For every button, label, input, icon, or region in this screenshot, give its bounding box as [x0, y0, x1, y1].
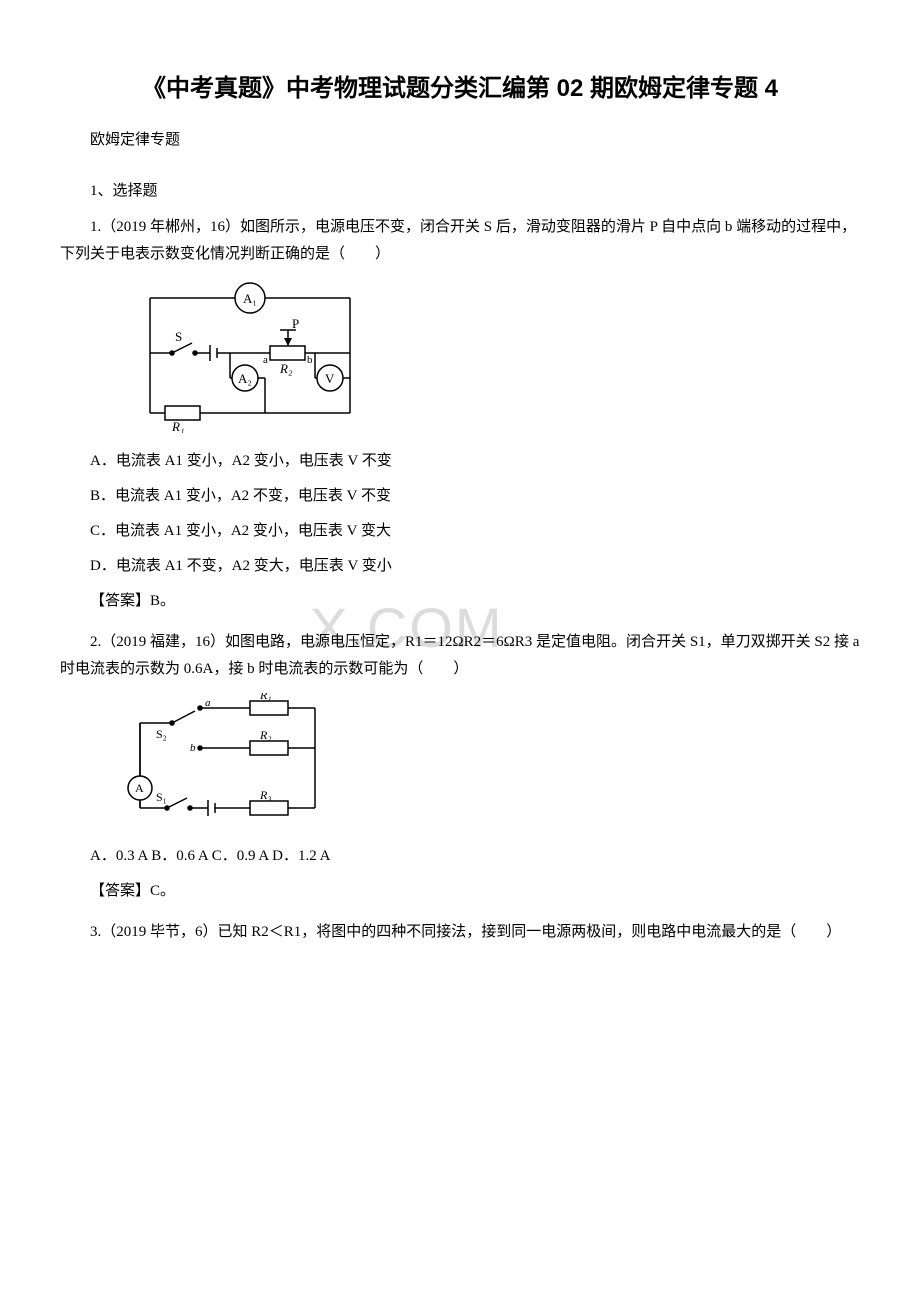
q1-option-a: A．电流表 A1 变小，A2 变小，电压表 V 不变	[60, 448, 860, 475]
q2-answer: 【答案】C。	[60, 878, 860, 905]
q1-circuit-diagram: A₁ A₂ V S P R₁ R₂ a b	[120, 278, 860, 438]
q2-circuit-diagram: A S₂ S₁ a b R₁ R₂ R₃	[120, 693, 860, 833]
label-s: S	[175, 329, 182, 344]
section-1-header: 1、选择题	[60, 179, 860, 200]
q1-option-d: D．电流表 A1 不变，A2 变大，电压表 V 变小	[60, 553, 860, 580]
label-a-meter: A	[135, 781, 144, 795]
label-a: a	[263, 354, 268, 366]
label-s1: S₁	[156, 790, 167, 804]
document-content: 《中考真题》中考物理试题分类汇编第 02 期欧姆定律专题 4 欧姆定律专题 1、…	[60, 70, 860, 946]
label-b-contact: b	[190, 742, 196, 754]
label-r2-q2: R₂	[259, 728, 272, 742]
label-s2: S₂	[156, 727, 167, 741]
q2-options: A．0.3 A B．0.6 A C．0.9 A D．1.2 A	[60, 843, 860, 870]
page-title: 《中考真题》中考物理试题分类汇编第 02 期欧姆定律专题 4	[60, 70, 860, 108]
q3-stem: 3.（2019 毕节，6）已知 R2＜R1，将图中的四种不同接法，接到同一电源两…	[60, 919, 860, 946]
label-v: V	[325, 371, 335, 386]
subtitle: 欧姆定律专题	[60, 128, 860, 149]
label-r1: R₁	[171, 419, 184, 433]
q1-option-c: C．电流表 A1 变小，A2 变小，电压表 V 变大	[60, 518, 860, 545]
label-r3-q2: R₃	[259, 788, 272, 802]
label-p: P	[292, 316, 299, 331]
label-b: b	[307, 354, 313, 366]
label-r1-q2: R₁	[259, 693, 272, 702]
q1-stem: 1.（2019 年郴州，16）如图所示，电源电压不变，闭合开关 S 后，滑动变阻…	[60, 214, 860, 268]
q1-answer: 【答案】B。	[60, 588, 860, 615]
label-r2: R₂	[279, 361, 293, 376]
label-a2: A₂	[238, 371, 252, 386]
label-a-contact: a	[205, 697, 211, 709]
q1-option-b: B．电流表 A1 变小，A2 不变，电压表 V 不变	[60, 483, 860, 510]
q2-stem: 2.（2019 福建，16）如图电路，电源电压恒定，R1＝12ΩR2＝6ΩR3 …	[60, 629, 860, 683]
label-a1: A₁	[243, 291, 257, 306]
